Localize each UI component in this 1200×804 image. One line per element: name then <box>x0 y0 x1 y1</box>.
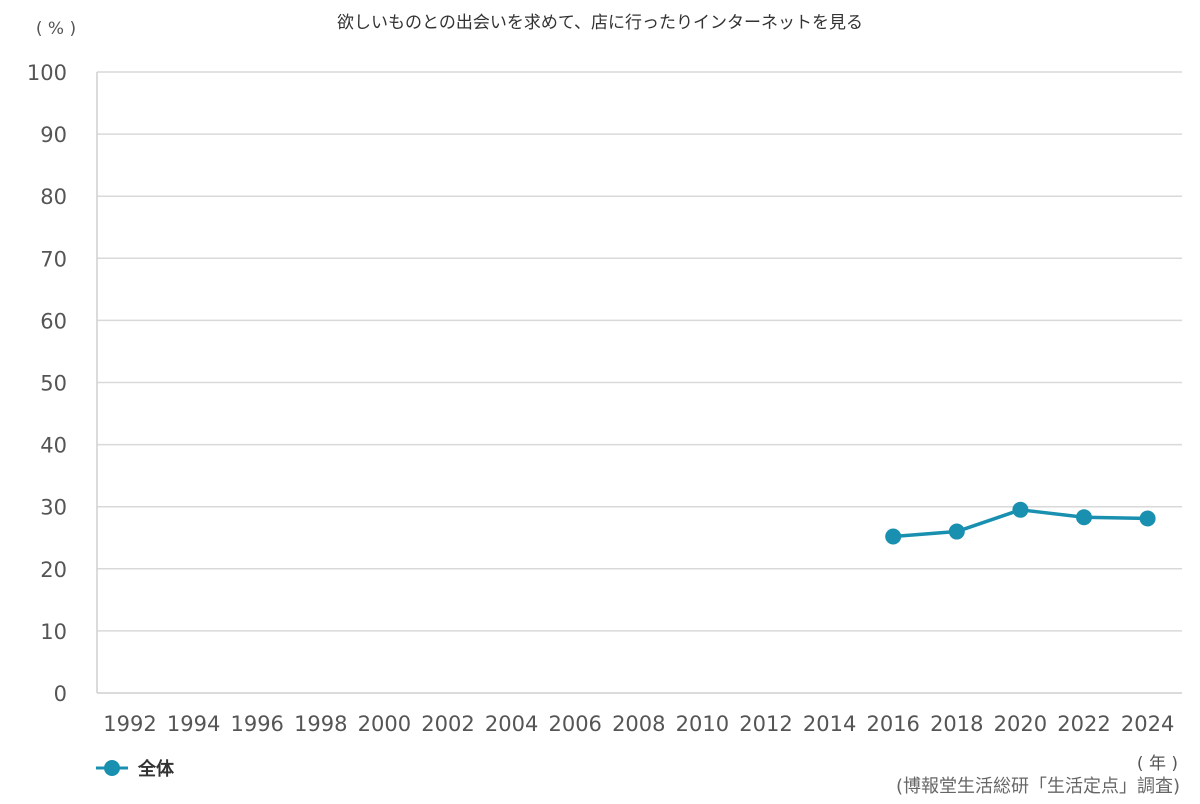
x-tick-label: 2014 <box>803 712 856 736</box>
y-tick-label: 90 <box>40 123 67 147</box>
data-point <box>885 528 902 545</box>
data-point <box>1012 501 1029 518</box>
source-note: (博報堂生活総研「生活定点」調査) <box>896 776 1180 797</box>
data-point <box>948 523 965 540</box>
x-tick-label: 2018 <box>930 712 983 736</box>
x-tick-label: 2008 <box>612 712 665 736</box>
y-tick-label: 50 <box>40 372 67 396</box>
y-tick-label: 10 <box>40 620 67 644</box>
legend-marker <box>104 760 120 776</box>
y-tick-label: 80 <box>40 185 67 209</box>
x-tick-label: 2004 <box>485 712 538 736</box>
axes <box>96 72 1182 694</box>
x-tick-label: 2010 <box>676 712 729 736</box>
y-tick-label: 0 <box>54 682 67 706</box>
x-tick-label: 2002 <box>421 712 474 736</box>
x-tick-label: 1998 <box>294 712 347 736</box>
x-tick-label: 2020 <box>994 712 1047 736</box>
y-tick-label: 100 <box>27 61 67 85</box>
y-tick-label: 70 <box>40 247 67 271</box>
grid <box>97 71 1182 632</box>
x-tick-label: 2000 <box>358 712 411 736</box>
data-point <box>1076 509 1092 526</box>
y-tick-label: 30 <box>40 496 67 520</box>
data-point <box>1139 510 1156 527</box>
y-tick-label: 40 <box>40 434 67 458</box>
y-tick-label: 20 <box>40 558 67 582</box>
legend: 全体 <box>96 758 175 780</box>
y-tick-label: 60 <box>40 309 67 333</box>
y-axis-unit: ( % ) <box>36 19 76 39</box>
x-tick-label: 2024 <box>1121 712 1174 736</box>
x-tick-label: 2012 <box>739 712 792 736</box>
x-tick-labels: 1992 1994 1996 1998 2000 2002 2004 2006 2008 2010… <box>103 712 1174 736</box>
x-tick-label: 2016 <box>866 712 919 736</box>
legend-label-all: 全体 <box>137 758 175 780</box>
series <box>885 501 1156 545</box>
x-tick-label: 1994 <box>167 712 220 736</box>
y-tick-labels: 0 10 20 30 40 50 60 70 80 90 100 <box>27 61 67 706</box>
x-tick-label: 1992 <box>103 712 156 736</box>
x-tick-label: 2006 <box>548 712 601 736</box>
x-tick-label: 1996 <box>230 712 283 736</box>
x-axis-unit: ( 年 ) <box>1137 754 1178 774</box>
x-tick-label: 2022 <box>1057 712 1110 736</box>
chart-title: 欲しいものとの出会いを求めて、店に行ったりインターネットを見る <box>337 13 863 33</box>
